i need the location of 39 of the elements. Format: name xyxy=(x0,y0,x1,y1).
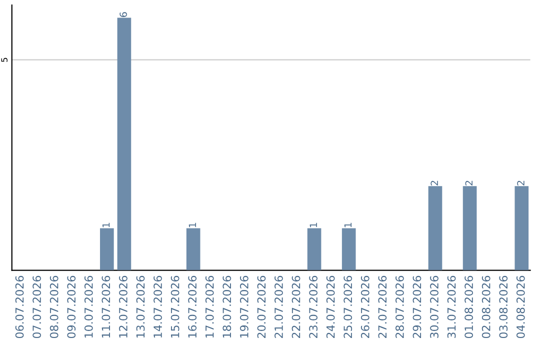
x-tick-label: 26.07.2026 xyxy=(360,276,370,338)
x-tick-label: 20.07.2026 xyxy=(257,276,266,338)
x-tick-label: 28.07.2026 xyxy=(396,276,404,338)
data-label: 6 xyxy=(120,12,128,18)
data-label: 2 xyxy=(465,180,472,186)
x-tick-label: 16.07.2026 xyxy=(188,276,197,338)
x-tick-label: 01.08.2026 xyxy=(464,276,474,338)
x-tick-label: 15.07.2026 xyxy=(170,276,180,338)
x-tick-label: 04.08.2026 xyxy=(516,276,525,338)
x-tick-label: 21.07.2026 xyxy=(274,276,283,338)
data-label: 1 xyxy=(344,222,352,228)
x-tick-label: 31.07.2026 xyxy=(447,276,456,338)
x-tick-label: 17.07.2026 xyxy=(205,276,214,338)
x-tick-label: 29.07.2026 xyxy=(412,276,422,338)
data-label: 1 xyxy=(310,222,317,228)
x-tick-label: 03.08.2026 xyxy=(499,276,508,338)
x-tick-label: 10.07.2026 xyxy=(84,276,93,338)
x-tick-label: 13.07.2026 xyxy=(136,276,145,338)
x-tick-label: 22.07.2026 xyxy=(292,276,300,338)
x-tick-label: 24.07.2026 xyxy=(326,276,335,338)
x-tick-label: 12.07.2026 xyxy=(119,276,128,338)
x-tick-label: 06.07.2026 xyxy=(15,276,24,338)
x-tick-label: 09.07.2026 xyxy=(67,276,76,338)
y-tick-label: 5 xyxy=(1,58,8,62)
x-tick-label: 07.07.2026 xyxy=(32,276,42,338)
x-tick-label: 19.07.2026 xyxy=(240,276,248,338)
x-tick-label: 02.08.2026 xyxy=(482,276,490,338)
x-tick-label: 14.07.2026 xyxy=(154,276,162,338)
x-tick-label: 30.07.2026 xyxy=(430,276,438,338)
x-tick-label: 18.07.2026 xyxy=(222,276,232,338)
x-tick-label: 08.07.2026 xyxy=(50,276,58,338)
x-tick-label: 27.07.2026 xyxy=(378,276,387,338)
data-label: 1 xyxy=(188,222,196,228)
data-label: 2 xyxy=(517,180,524,186)
x-tick-label: 25.07.2026 xyxy=(344,276,352,338)
x-tick-label: 11.07.2026 xyxy=(102,276,110,338)
x-tick-label: 23.07.2026 xyxy=(309,276,318,338)
data-label: 2 xyxy=(430,180,438,186)
data-label: 1 xyxy=(102,222,110,228)
